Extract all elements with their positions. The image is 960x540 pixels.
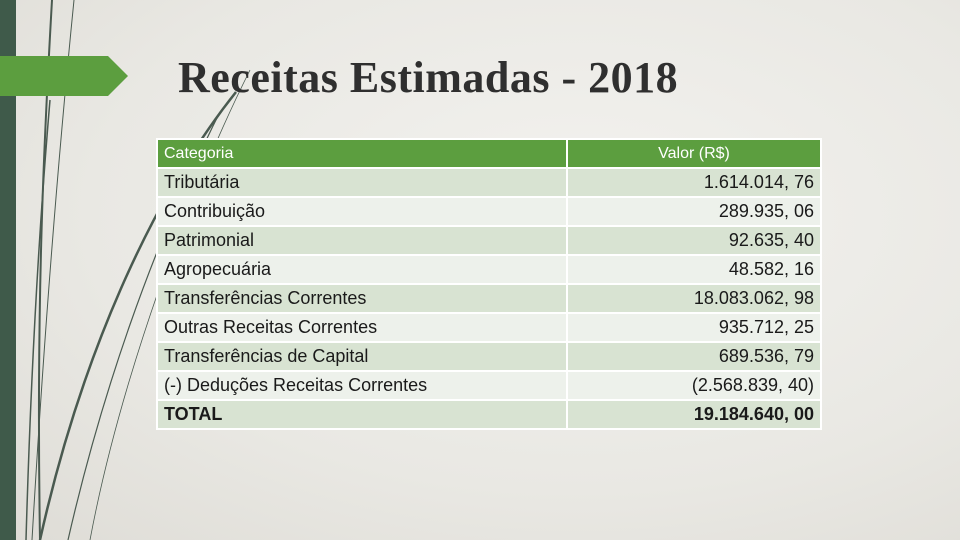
table-header-row: Categoria Valor (R$)	[156, 138, 822, 169]
table-row: (-) Deduções Receitas Correntes (2.568.8…	[156, 370, 822, 401]
row-value: 92.635, 40	[566, 225, 822, 256]
title-arrow-shape	[0, 56, 128, 96]
row-category: Transferências Correntes	[156, 283, 568, 314]
column-header-category: Categoria	[156, 138, 568, 169]
page-title: Receitas Estimadas - 2018	[178, 53, 679, 102]
row-value: 289.935, 06	[566, 196, 822, 227]
row-category: (-) Deduções Receitas Correntes	[156, 370, 568, 401]
row-category: Outras Receitas Correntes	[156, 312, 568, 343]
row-category: Contribuição	[156, 196, 568, 227]
column-header-value: Valor (R$)	[566, 138, 822, 169]
total-value: 19.184.640, 00	[566, 399, 822, 430]
table-row: Transferências Correntes 18.083.062, 98	[156, 283, 822, 314]
row-value: 1.614.014, 76	[566, 167, 822, 198]
table-row: Patrimonial 92.635, 40	[156, 225, 822, 256]
row-value: 935.712, 25	[566, 312, 822, 343]
table-row: Tributária 1.614.014, 76	[156, 167, 822, 198]
revenue-table: Categoria Valor (R$) Tributária 1.614.01…	[156, 138, 822, 430]
total-label: TOTAL	[156, 399, 568, 430]
row-value: 18.083.062, 98	[566, 283, 822, 314]
table-row: Transferências de Capital 689.536, 79	[156, 341, 822, 372]
table-row: Outras Receitas Correntes 935.712, 25	[156, 312, 822, 343]
row-value: 48.582, 16	[566, 254, 822, 285]
row-value: 689.536, 79	[566, 341, 822, 372]
row-category: Tributária	[156, 167, 568, 198]
row-category: Patrimonial	[156, 225, 568, 256]
left-accent-bar	[0, 0, 16, 540]
table-row: Contribuição 289.935, 06	[156, 196, 822, 227]
row-value: (2.568.839, 40)	[566, 370, 822, 401]
table-total-row: TOTAL 19.184.640, 00	[156, 399, 822, 430]
table-row: Agropecuária 48.582, 16	[156, 254, 822, 285]
row-category: Agropecuária	[156, 254, 568, 285]
row-category: Transferências de Capital	[156, 341, 568, 372]
